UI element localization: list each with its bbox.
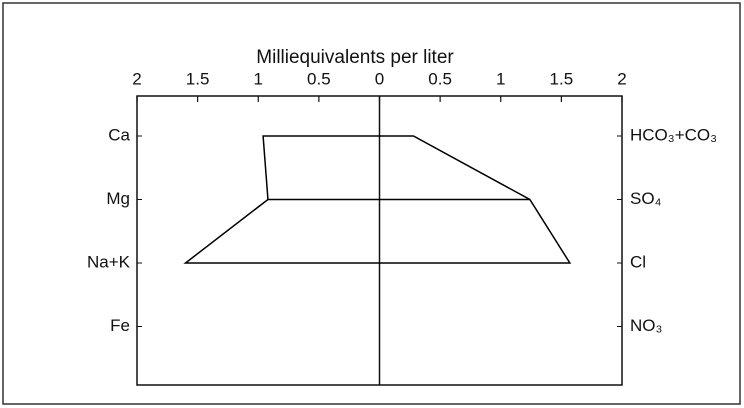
x-tick-label: 1 bbox=[254, 69, 263, 88]
right-label: Cl bbox=[630, 252, 646, 271]
right-label: SO₄ bbox=[630, 189, 662, 208]
right-label: NO₃ bbox=[630, 316, 662, 335]
x-tick-label: 2 bbox=[617, 69, 626, 88]
left-label: Mg bbox=[106, 189, 130, 208]
x-tick-label: 0.5 bbox=[307, 69, 331, 88]
left-label: Na+K bbox=[87, 252, 131, 271]
x-tick-label: 1 bbox=[496, 69, 505, 88]
x-tick-label: 2 bbox=[132, 69, 141, 88]
left-label: Ca bbox=[108, 125, 130, 144]
left-label: Fe bbox=[110, 316, 130, 335]
x-tick-label: 1.5 bbox=[550, 69, 574, 88]
x-tick-label: 0.5 bbox=[428, 69, 452, 88]
x-tick-label: 0 bbox=[375, 69, 384, 88]
right-label: HCO₃+CO₃ bbox=[630, 125, 717, 144]
x-tick-label: 1.5 bbox=[186, 69, 210, 88]
chart-title: Milliequivalents per liter bbox=[256, 47, 454, 68]
